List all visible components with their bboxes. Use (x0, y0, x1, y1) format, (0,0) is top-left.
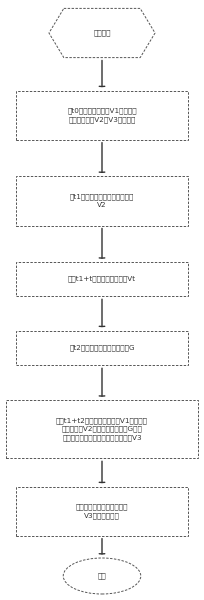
Text: 试验开始: 试验开始 (93, 29, 111, 37)
FancyBboxPatch shape (16, 487, 188, 536)
Text: 持续触发双向晶闸管辅助阀
V3直至试验结束: 持续触发双向晶闸管辅助阀 V3直至试验结束 (76, 503, 128, 519)
FancyBboxPatch shape (6, 400, 198, 458)
Text: 在t2时刻触发关断器件辅助阀G: 在t2时刻触发关断器件辅助阀G (69, 344, 135, 352)
Text: 在t0时刻触发辅助阀V1，且双向
晶闸管辅助阀V2和V3均不触发: 在t0时刻触发辅助阀V1，且双向 晶闸管辅助阀V2和V3均不触发 (67, 107, 137, 123)
Text: 结束: 结束 (98, 572, 106, 580)
Text: 在t1时刻触发双向晶闸管辅助阀
V2: 在t1时刻触发双向晶闸管辅助阀 V2 (70, 194, 134, 208)
FancyBboxPatch shape (16, 331, 188, 365)
FancyBboxPatch shape (16, 91, 188, 140)
Text: 在（t1+t2）时刻闭锁辅助阀V1、双向晶
闸管辅助阀V2和关断器件辅助阀G的触
发脉冲，同时触发双向晶闸管辅助阀V3: 在（t1+t2）时刻闭锁辅助阀V1、双向晶 闸管辅助阀V2和关断器件辅助阀G的触… (56, 417, 148, 441)
FancyBboxPatch shape (16, 176, 188, 226)
Polygon shape (49, 8, 155, 58)
Ellipse shape (63, 558, 141, 594)
FancyBboxPatch shape (16, 262, 188, 296)
Text: 在（t1+t）时刻触发试品阀Vt: 在（t1+t）时刻触发试品阀Vt (68, 275, 136, 283)
